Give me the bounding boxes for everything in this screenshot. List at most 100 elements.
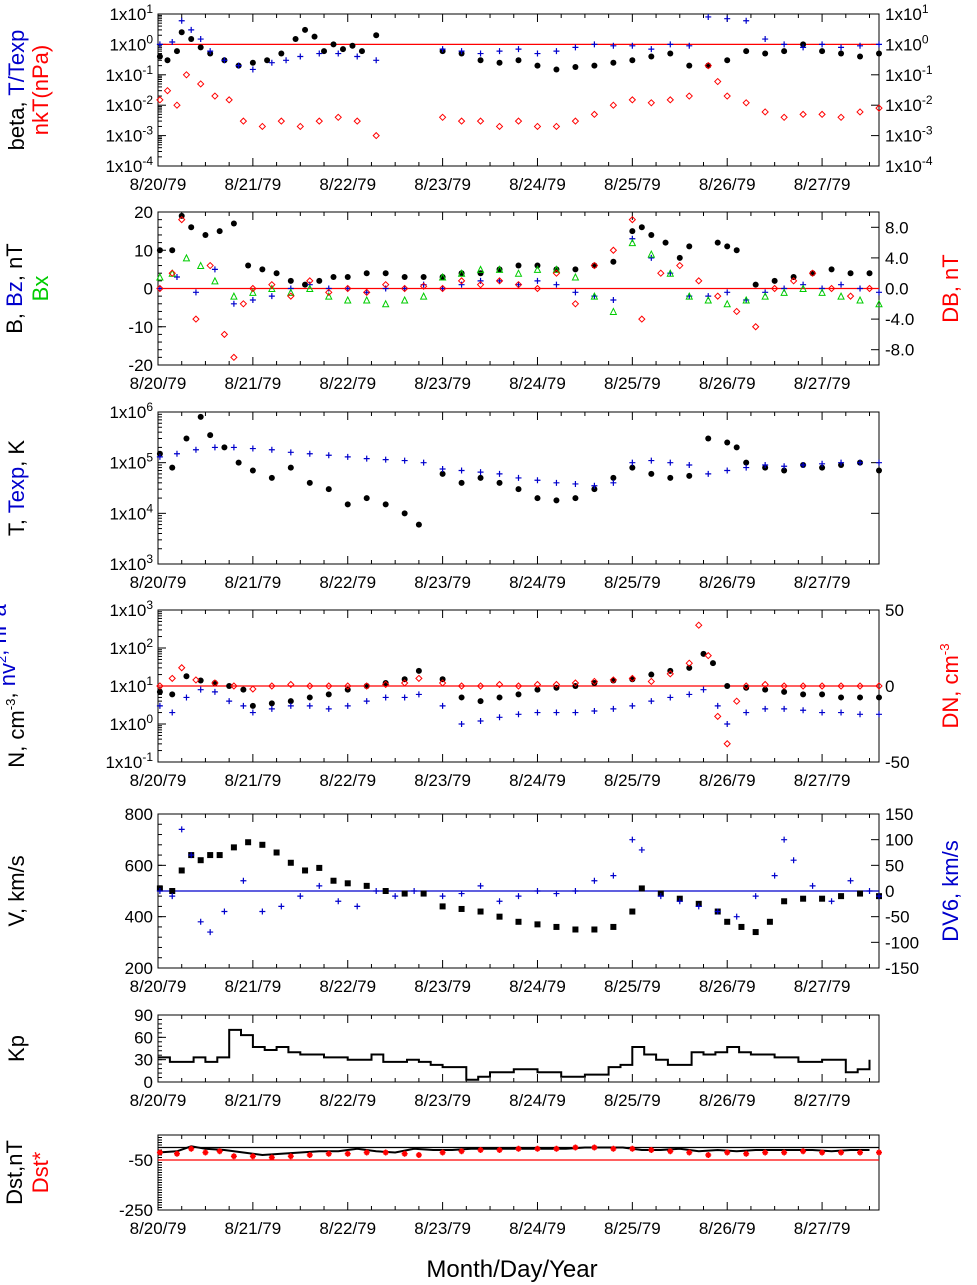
data-point [514, 280, 523, 289]
data-point [381, 680, 390, 689]
data-point [344, 453, 351, 460]
data-point [156, 702, 163, 709]
data-point [781, 688, 788, 695]
data-point [306, 694, 313, 701]
data-point [591, 707, 598, 714]
data-point [438, 679, 447, 687]
data-point [857, 42, 864, 49]
data-point [220, 330, 229, 339]
data-point [591, 926, 598, 933]
data-point [838, 459, 845, 466]
data-point [188, 1145, 195, 1152]
data-point [827, 284, 836, 293]
data-point [354, 903, 361, 910]
data-point [169, 709, 176, 716]
y-axis-label: Dst,nT [2, 1140, 27, 1205]
data-point [235, 62, 242, 69]
data-point [515, 691, 522, 698]
data-point [325, 285, 332, 292]
data-point [723, 92, 731, 100]
x-tick-label: 8/22/79 [319, 573, 376, 592]
plot-frame [157, 411, 880, 565]
data-point [216, 852, 223, 859]
data-point [287, 702, 294, 709]
data-point [514, 269, 523, 277]
data-point [344, 284, 352, 293]
data-point [192, 446, 199, 453]
data-point [457, 277, 466, 285]
data-point [297, 893, 304, 900]
data-point [875, 682, 883, 690]
y2-tick-label: 100 [885, 831, 913, 850]
y2-tick-label: 1x10-4 [885, 154, 933, 176]
data-point [230, 444, 237, 451]
data-point [610, 258, 617, 265]
data-point [742, 682, 750, 690]
data-point [477, 57, 484, 64]
data-point [752, 281, 759, 288]
data-point [259, 908, 266, 915]
data-point [169, 247, 176, 254]
data-point [781, 898, 788, 905]
data-point [534, 888, 541, 894]
x-tick-label: 8/27/79 [794, 573, 851, 592]
series-line [158, 1028, 871, 1081]
data-point [325, 452, 332, 459]
data-point [515, 281, 522, 288]
data-point [638, 315, 646, 323]
data-point [724, 57, 731, 64]
data-point [533, 122, 542, 131]
data-point [249, 296, 256, 303]
data-point [866, 888, 873, 894]
data-point [724, 683, 731, 689]
data-point [287, 292, 295, 300]
data-point [230, 682, 238, 690]
data-point [273, 849, 280, 856]
data-point [188, 852, 195, 859]
data-point [610, 296, 617, 303]
data-point [552, 269, 561, 277]
data-point [781, 463, 788, 470]
data-point [249, 59, 256, 66]
data-point [173, 274, 180, 281]
data-point [221, 908, 228, 915]
data-point [856, 295, 864, 304]
data-point [221, 444, 228, 451]
data-point [420, 274, 427, 281]
x-tick-label: 8/22/79 [319, 771, 376, 790]
data-point [571, 679, 580, 687]
data-point [686, 42, 693, 49]
data-point [334, 113, 342, 122]
data-point [876, 41, 882, 48]
data-point [629, 42, 636, 49]
data-point [363, 289, 370, 296]
data-point [211, 444, 218, 451]
data-point [401, 285, 408, 292]
x-tick-label: 8/27/79 [794, 1091, 851, 1110]
data-point [268, 682, 276, 690]
data-point [268, 705, 275, 712]
data-point [629, 228, 636, 235]
x-tick-label: 8/23/79 [414, 1219, 471, 1238]
data-point [458, 467, 465, 474]
data-point [268, 1154, 275, 1161]
data-point [325, 705, 332, 712]
data-point [515, 711, 522, 718]
data-point [591, 482, 598, 489]
data-point [553, 48, 560, 55]
data-point [197, 44, 204, 51]
data-point [373, 888, 380, 894]
data-point [648, 231, 655, 238]
data-point [534, 62, 541, 69]
data-point [457, 117, 466, 125]
data-point [382, 888, 389, 894]
data-point [156, 682, 164, 690]
x-tick-label: 8/20/79 [130, 573, 187, 592]
data-point [552, 265, 561, 273]
data-point [610, 479, 617, 486]
data-point [686, 62, 693, 69]
y-tick-label: 1x102 [109, 636, 153, 658]
data-point [724, 918, 731, 925]
data-point [846, 292, 855, 300]
data-point [553, 1145, 560, 1152]
